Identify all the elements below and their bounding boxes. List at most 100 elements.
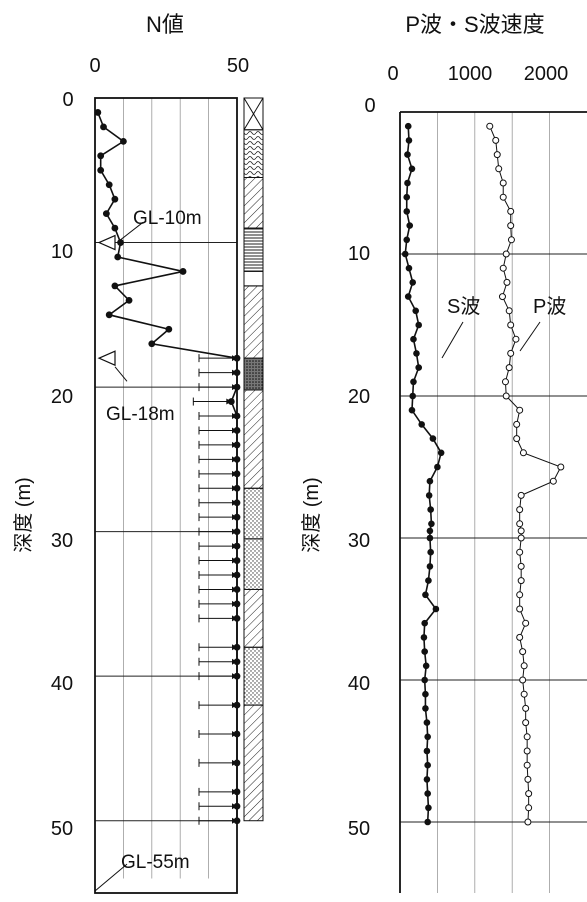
n-value-point — [105, 311, 113, 319]
right-ytick-20: 20 — [348, 386, 370, 408]
refusal-arrowhead — [232, 528, 237, 535]
p-wave-point — [522, 619, 530, 627]
refusal-arrowhead — [232, 499, 237, 506]
right-ytick-30: 30 — [348, 530, 370, 552]
soil-layer — [243, 538, 264, 590]
p-wave-point — [522, 719, 530, 727]
s-wave-point — [427, 548, 434, 556]
p-wave-point — [499, 193, 507, 201]
refusal-arrowhead — [232, 441, 237, 448]
s-wave-point — [415, 364, 423, 371]
p-wave-point — [505, 364, 513, 372]
s-wave-point — [403, 208, 411, 215]
s-wave-point — [424, 761, 431, 769]
s-wave-point — [422, 690, 429, 698]
soil-layer — [243, 588, 264, 648]
n-value-point — [114, 253, 122, 261]
n-value-point — [97, 152, 105, 160]
s-wave-point — [404, 293, 412, 300]
right-ylabel: 深度 (m) — [300, 477, 323, 553]
refusal-arrowhead — [232, 514, 237, 521]
s-wave-point — [432, 605, 440, 613]
refusal-arrowhead — [232, 470, 237, 477]
s-wave-point — [420, 634, 428, 641]
s-wave-point — [409, 392, 417, 400]
s-wave-point — [401, 250, 409, 258]
left-xtick-0: 0 — [89, 55, 100, 77]
s-wave-point — [405, 264, 413, 272]
right-title: P波・S波速度 — [405, 12, 544, 37]
n-value-point — [125, 296, 133, 304]
marker-label-gl55: GL-55m — [121, 852, 190, 873]
refusal-arrowhead — [232, 485, 237, 492]
n-value-point — [94, 109, 102, 116]
s-wave-point — [426, 477, 434, 485]
leader-gl18 — [114, 366, 128, 382]
refusal-arrowhead — [232, 543, 237, 550]
p-wave-point — [505, 307, 513, 315]
s-wave-point — [408, 406, 416, 414]
s-wave-point — [429, 435, 437, 442]
s-wave-point — [406, 222, 414, 229]
n-value-point — [148, 340, 156, 348]
n-value-point — [97, 166, 105, 174]
s-wave-point — [428, 520, 435, 528]
soil-layer — [243, 129, 264, 179]
p-wave-point — [513, 420, 521, 428]
s-wave-point — [403, 193, 411, 201]
p-wave-point — [525, 790, 533, 798]
n-value-point — [105, 181, 113, 189]
left-ytick-20: 20 — [51, 386, 73, 408]
p-wave-point — [507, 236, 515, 244]
left-ytick-30: 30 — [51, 530, 73, 552]
p-wave-point — [517, 562, 525, 570]
p-wave-point — [507, 207, 515, 215]
refusal-arrowhead — [232, 355, 237, 362]
s-wave-point — [424, 790, 431, 797]
s-wave-point — [421, 619, 428, 627]
refusal-arrowhead — [232, 600, 237, 607]
right-xtick-1000: 1000 — [448, 63, 493, 85]
soil-layer — [243, 389, 264, 489]
s-wave-point — [404, 179, 411, 187]
p-wave-point — [516, 406, 524, 414]
s-wave-point — [425, 577, 432, 584]
left-ytick-40: 40 — [51, 673, 73, 695]
right-xtick-2000: 2000 — [524, 63, 569, 85]
n-value-point — [120, 137, 127, 145]
refusal-arrowhead — [232, 731, 237, 737]
p-wave-point — [507, 349, 515, 357]
s-wave-point — [421, 648, 428, 655]
p-wave-point — [503, 278, 511, 286]
soil-layer — [243, 285, 264, 359]
s-wave-point — [423, 747, 431, 755]
left-ytick-50: 50 — [51, 818, 73, 840]
p-wave-point — [499, 179, 507, 187]
right-ytick-40: 40 — [348, 673, 370, 695]
refusal-arrowhead — [232, 427, 237, 434]
s-wave-point — [405, 137, 413, 144]
right-ytick-10: 10 — [348, 243, 370, 265]
refusal-arrowhead — [232, 817, 237, 824]
p-wave-point — [517, 527, 525, 535]
p-wave-point — [519, 676, 527, 684]
soil-layer — [243, 704, 264, 822]
p-wave-label: P波 — [533, 295, 566, 318]
water-level-gl18 — [97, 350, 116, 367]
s-wave-point — [426, 563, 434, 570]
s-wave-point — [408, 165, 416, 173]
p-wave-point — [525, 804, 533, 812]
s-wave-point — [418, 421, 425, 428]
right-ytick-50: 50 — [348, 818, 370, 840]
water-level-gl10 — [97, 234, 116, 251]
refusal-arrowhead — [232, 759, 237, 766]
p-wave-point — [519, 648, 527, 656]
s-wave-point — [421, 676, 428, 684]
s-wave-point — [424, 733, 431, 741]
p-wave-point — [516, 605, 524, 613]
s-wave-point — [422, 705, 429, 712]
soil-layer — [243, 646, 264, 706]
p-wave-point — [516, 548, 524, 556]
refusal-arrowhead — [232, 586, 237, 593]
p-wave-point — [502, 392, 510, 400]
